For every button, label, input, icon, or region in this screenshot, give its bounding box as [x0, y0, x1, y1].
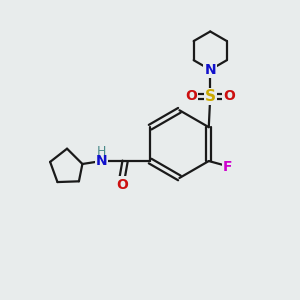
Text: H: H [97, 145, 106, 158]
Text: O: O [116, 178, 128, 192]
Text: S: S [205, 89, 216, 104]
Text: N: N [204, 63, 216, 77]
Text: F: F [223, 160, 233, 174]
Text: O: O [224, 89, 235, 103]
Text: O: O [185, 89, 197, 103]
Text: N: N [96, 154, 107, 168]
